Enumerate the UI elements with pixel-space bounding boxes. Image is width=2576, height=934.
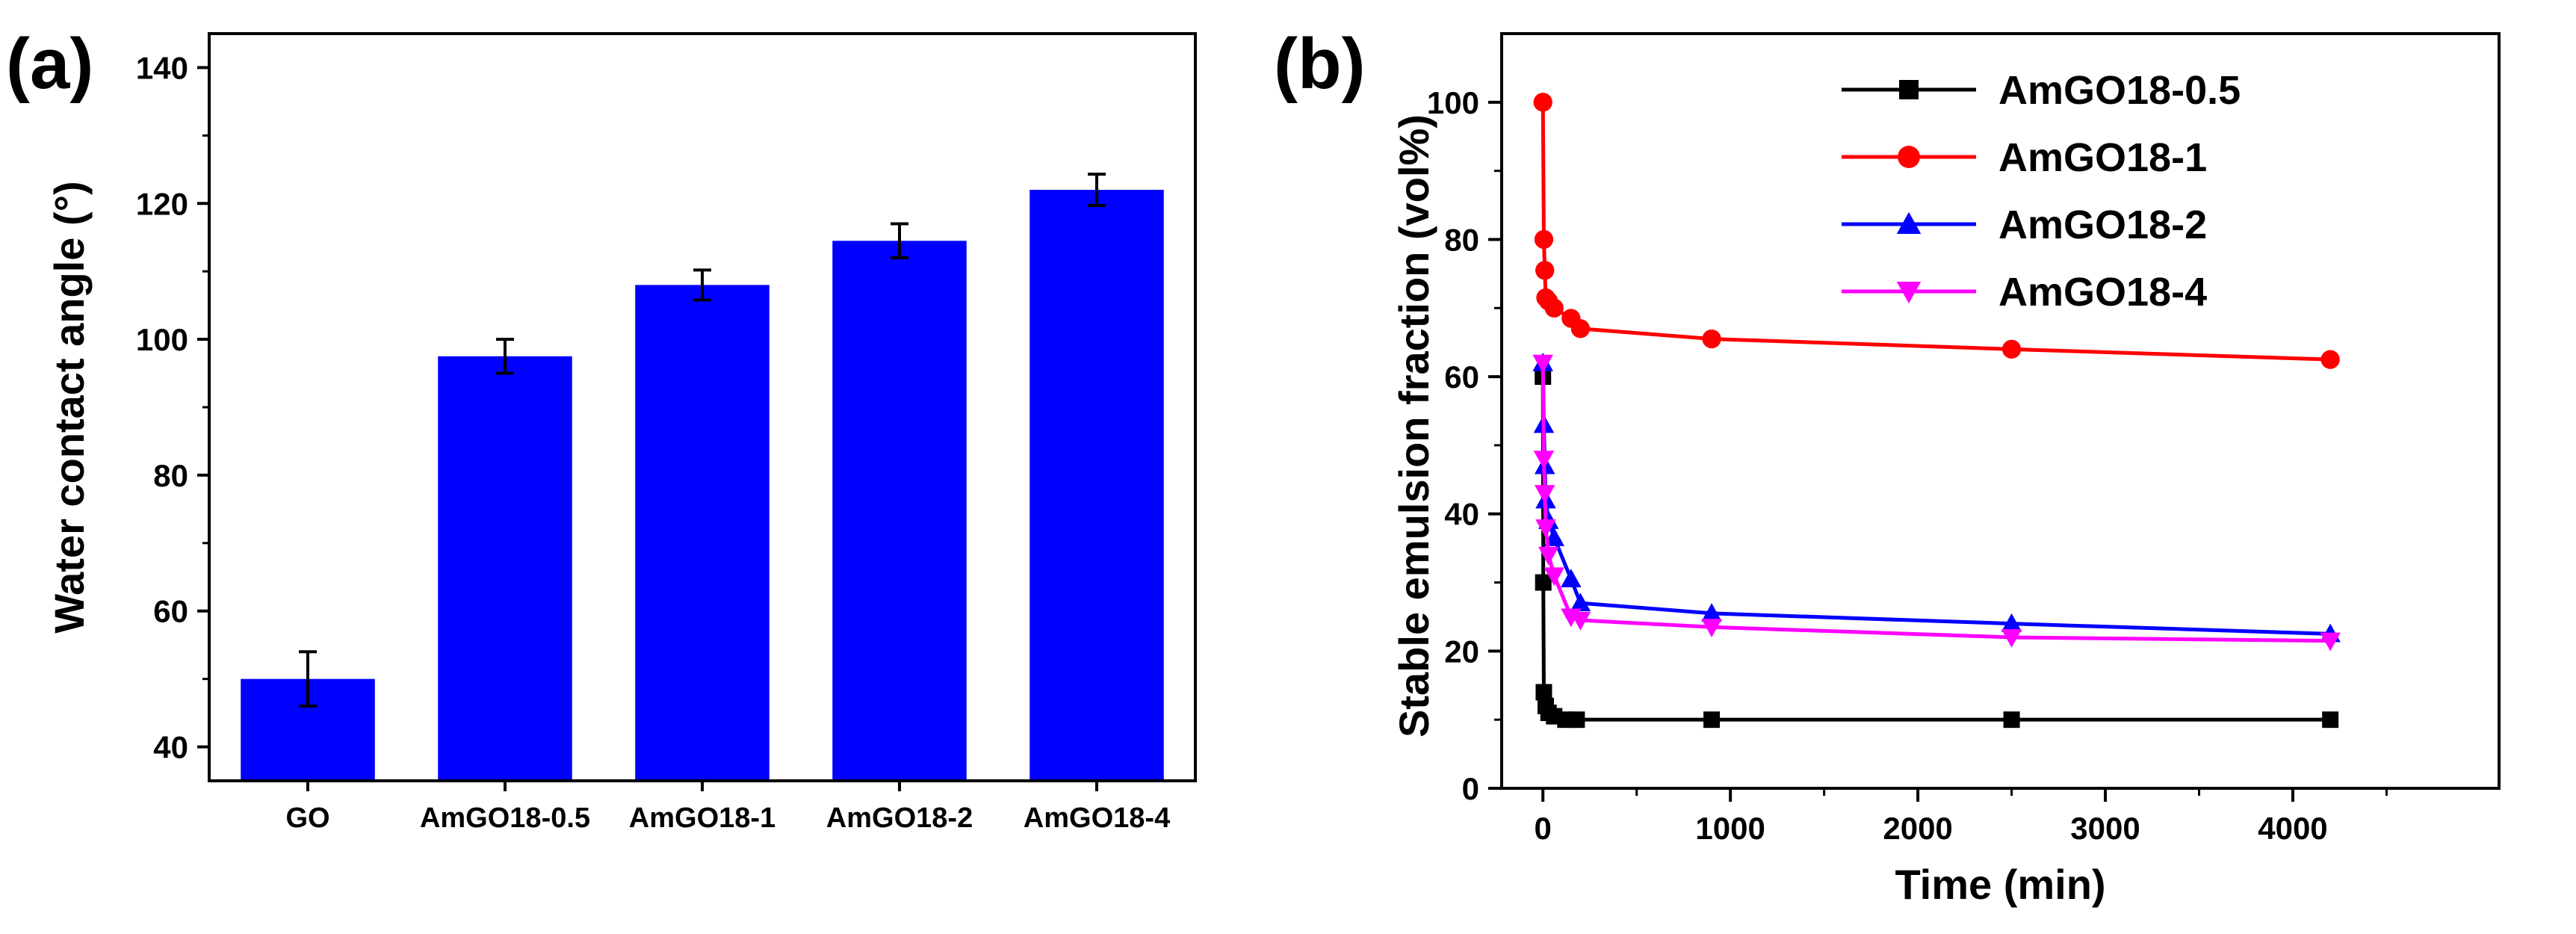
data-point [1534,229,1554,250]
x-tick-label: AmGO18-1 [629,802,775,834]
y-tick-label: 120 [136,186,188,221]
data-point [1534,485,1555,504]
y-tick-label: 60 [153,594,188,629]
x-tick-label: 1000 [1695,811,1765,846]
series-line [1541,102,2331,362]
y-tick-label: 80 [1444,222,1479,257]
legend-marker [1899,80,1919,99]
data-point [2320,350,2340,369]
legend-marker [1896,211,1922,234]
legend-item: AmGO18-2 [1842,202,2207,247]
data-point [1533,451,1555,470]
bar [438,356,572,781]
panel-label-b: (b) [1274,24,1366,104]
y-tick-label: 40 [1444,497,1479,532]
panel-label-a: (a) [6,24,93,104]
legend-item: AmGO18-1 [1842,135,2207,180]
data-point [1535,574,1552,591]
x-tick-label: 0 [1535,811,1552,846]
data-point [1568,711,1585,729]
data-point [2001,339,2022,359]
y-tick-label: 100 [136,322,188,357]
data-point [1533,93,1552,112]
data-point [1701,603,1722,622]
series-line [1541,362,2331,643]
series-amgo18-1 [1533,93,2340,369]
y-tick-label: 0 [1462,771,1479,806]
bar-chart: GO AmGO18-0.5 AmGO18-1 AmGO18-2 AmGO18-4 40 60… [46,32,1197,834]
bar [832,241,967,782]
data-point [1570,319,1591,338]
data-point [2322,711,2339,729]
series-line [1541,362,2331,636]
legend-label: AmGO18-0.5 [1998,68,2241,113]
data-point [2320,632,2341,652]
x-tick-label: 3000 [2070,811,2140,846]
data-point [1703,711,1721,729]
y-tick-label: 100 [1427,85,1479,120]
x-tick-label: AmGO18-0.5 [420,802,590,834]
bar [1030,190,1164,781]
data-point [1561,569,1582,587]
legend-label: AmGO18-2 [1998,202,2207,247]
data-point [1570,612,1591,631]
data-point [1535,684,1552,701]
data-point [2001,613,2022,632]
data-point [1570,593,1591,612]
y-tick-label: 40 [153,730,188,765]
x-tick-label: GO [285,802,329,834]
legend-label: AmGO18-4 [1998,270,2207,315]
x-tick-label: 2000 [1883,811,1952,846]
y-tick-label: 20 [1444,634,1479,669]
x-axis-title: Time (min) [1895,861,2105,908]
data-point [1544,298,1564,318]
legend-marker [1898,146,1920,168]
y-axis-title: Stable emulsion fraction (vol%) [1390,114,1437,737]
line-chart: 0 1000 2000 3000 4000 0 20 40 60 80 100 Time (min) S… [1390,32,2501,908]
series-line [1541,377,2331,722]
x-tick-label: AmGO18-4 [1024,802,1170,834]
legend-item: AmGO18-0.5 [1842,68,2241,113]
x-tick-label: AmGO18-2 [826,802,973,834]
legend: AmGO18-0.5 AmGO18-1 AmGO18-2 AmGO18-4 [1842,68,2241,315]
y-tick-label: 140 [136,50,188,85]
data-point [1535,261,1555,280]
data-point [1535,519,1556,538]
x-tick-label: 4000 [2258,811,2327,846]
plot-frame [1500,32,2501,790]
data-point [1702,329,1721,349]
bar [635,285,770,781]
data-point [2003,711,2020,729]
legend-item: AmGO18-4 [1842,270,2207,315]
y-tick-label: 60 [1444,359,1479,395]
data-point [2001,629,2022,648]
data-point [1544,567,1565,587]
data-point [1532,354,1553,374]
series-amgo18-2 [1532,352,2341,643]
series-amgo18-0-5 [1535,368,2339,729]
legend-marker [1896,282,1922,304]
legend-label: AmGO18-1 [1998,135,2207,180]
series-amgo18-4 [1532,354,2341,652]
data-point [1701,619,1722,637]
y-axis-title: Water contact angle (°) [46,181,93,633]
data-point [1538,546,1559,566]
y-tick-label: 80 [153,458,188,493]
